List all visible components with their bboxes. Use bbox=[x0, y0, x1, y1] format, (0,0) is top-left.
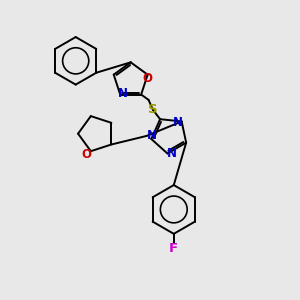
Text: S: S bbox=[148, 103, 158, 116]
Text: F: F bbox=[169, 242, 178, 255]
Text: N: N bbox=[173, 116, 183, 129]
Text: N: N bbox=[167, 147, 177, 160]
Text: N: N bbox=[118, 87, 128, 100]
Text: N: N bbox=[147, 129, 157, 142]
Text: O: O bbox=[81, 148, 91, 161]
Text: O: O bbox=[142, 72, 152, 85]
